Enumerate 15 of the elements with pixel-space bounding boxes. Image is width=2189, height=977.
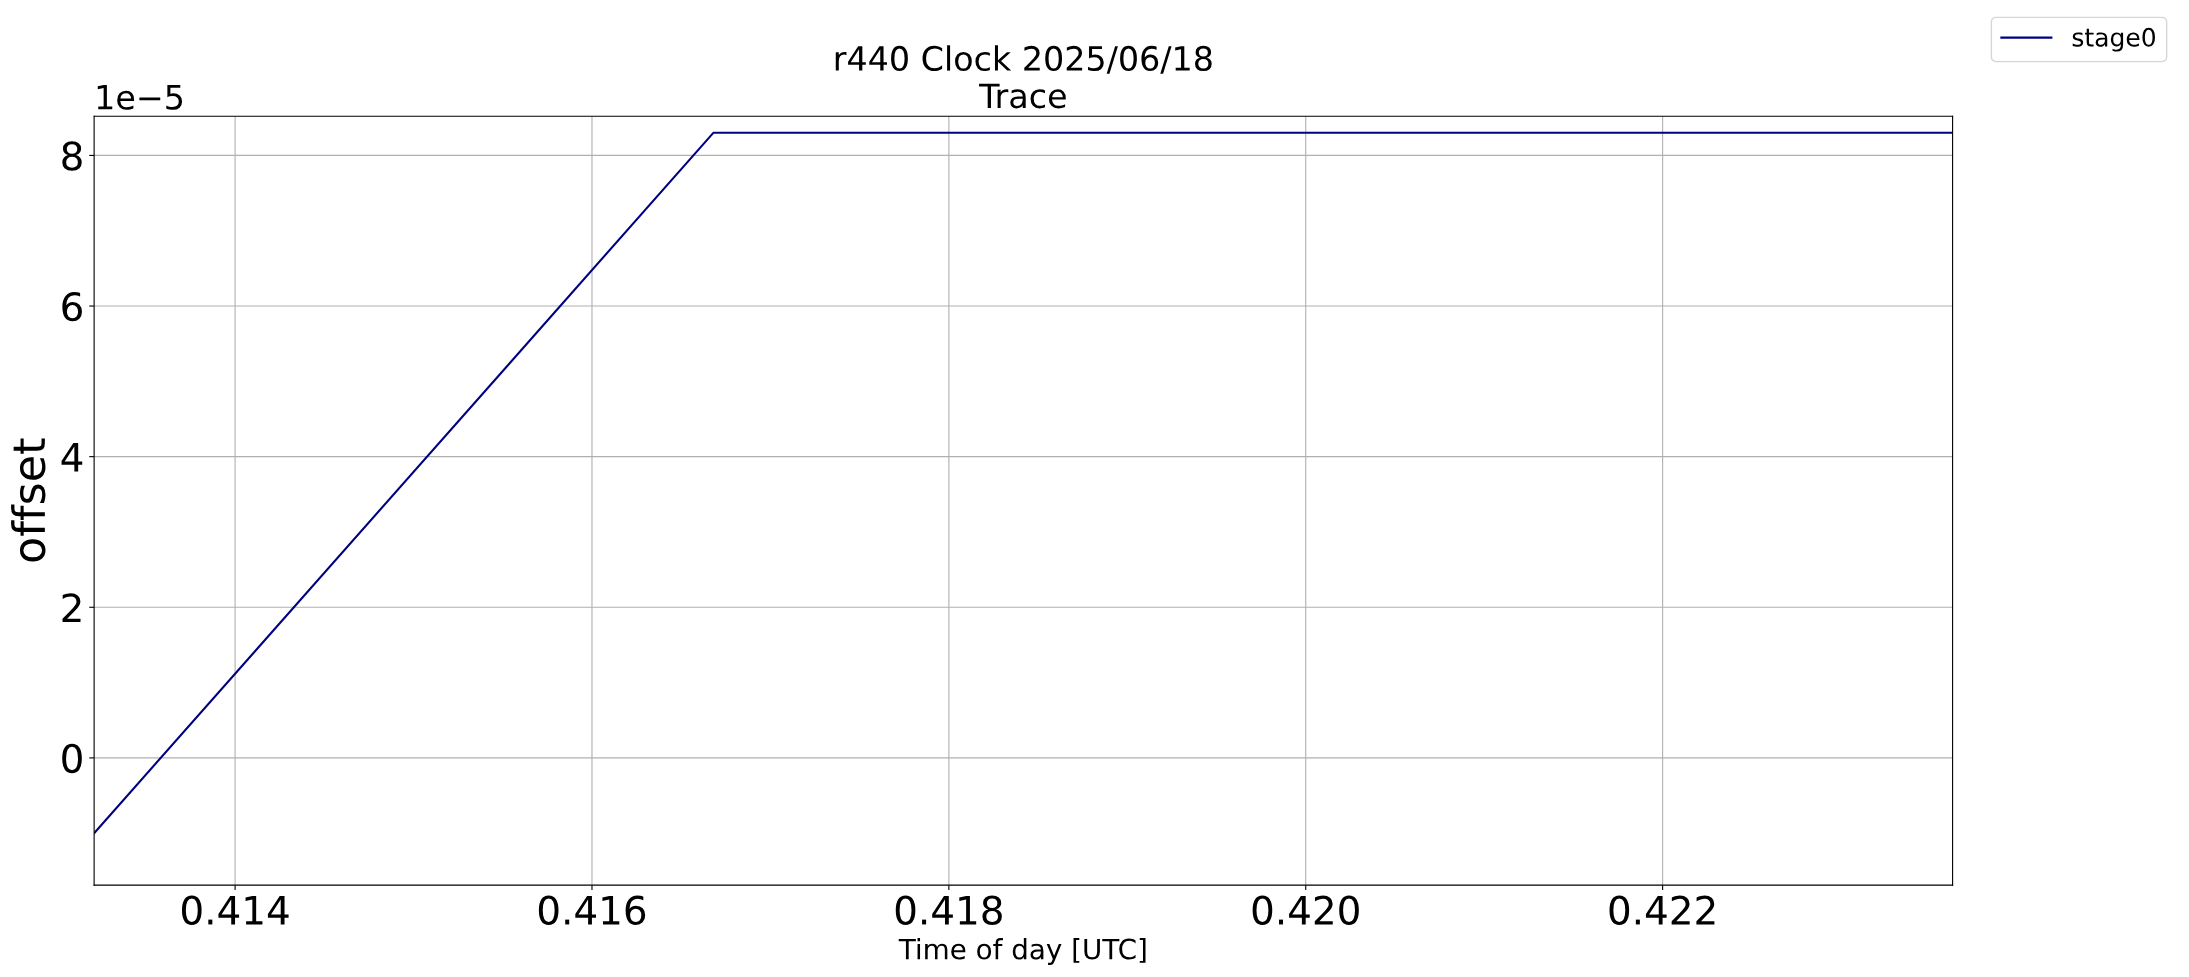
text: 1e−5 <box>97 85 183 110</box>
y-axis-title: offset <box>11 438 46 562</box>
y-tick-label: 4 <box>61 443 83 472</box>
x-tick-label: 0.416 <box>538 895 646 925</box>
x-tick-label: 0.420 <box>1252 895 1359 925</box>
x-tick-label: 0.418 <box>895 895 1002 925</box>
y-tick-label: 2 <box>62 593 81 623</box>
y-tick-label: 8 <box>62 141 82 171</box>
x-axis-title: Time of day [UTC] <box>898 938 1146 965</box>
y-tick-label: 0 <box>62 743 82 774</box>
chart-title: r440 Clock 2025/06/18 Trace <box>835 45 1212 109</box>
legend-label: stage0 <box>2072 27 2155 52</box>
y-tick-label: 6 <box>62 291 82 322</box>
x-tick-label: 0.414 <box>181 895 289 925</box>
x-tick-label: 0.422 <box>1609 895 1715 925</box>
